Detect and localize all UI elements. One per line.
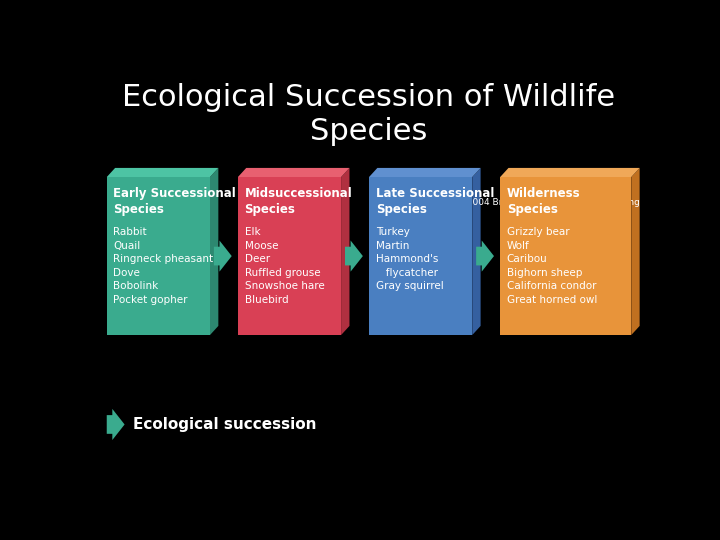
Text: Elk
Moose
Deer
Ruffled grouse
Snowshoe hare
Bluebird: Elk Moose Deer Ruffled grouse Snowshoe h… bbox=[245, 227, 324, 305]
Polygon shape bbox=[238, 168, 349, 177]
Polygon shape bbox=[476, 240, 494, 272]
FancyBboxPatch shape bbox=[369, 177, 472, 335]
FancyBboxPatch shape bbox=[238, 177, 341, 335]
Text: © 2004 Brooks/Cole – Thomson Learning: © 2004 Brooks/Cole – Thomson Learning bbox=[455, 198, 639, 206]
FancyBboxPatch shape bbox=[500, 177, 631, 335]
Polygon shape bbox=[210, 168, 218, 335]
Polygon shape bbox=[214, 240, 232, 272]
Text: Ecological Succession of Wildlife
Species: Ecological Succession of Wildlife Specie… bbox=[122, 83, 616, 146]
Polygon shape bbox=[369, 168, 481, 177]
Text: Grizzly bear
Wolf
Caribou
Bighorn sheep
California condor
Great horned owl: Grizzly bear Wolf Caribou Bighorn sheep … bbox=[507, 227, 597, 305]
Polygon shape bbox=[107, 409, 125, 440]
Text: Midsuccessional
Species: Midsuccessional Species bbox=[245, 187, 352, 217]
Text: Wilderness
Species: Wilderness Species bbox=[507, 187, 580, 217]
Text: Ecological succession: Ecological succession bbox=[133, 417, 317, 432]
Polygon shape bbox=[341, 168, 349, 335]
Text: Early Successional
Species: Early Successional Species bbox=[114, 187, 236, 217]
Text: Turkey
Martin
Hammond's
   flycatcher
Gray squirrel: Turkey Martin Hammond's flycatcher Gray … bbox=[376, 227, 444, 292]
Polygon shape bbox=[345, 240, 363, 272]
Polygon shape bbox=[107, 168, 218, 177]
FancyBboxPatch shape bbox=[107, 177, 210, 335]
Text: Late Successional
Species: Late Successional Species bbox=[376, 187, 494, 217]
Polygon shape bbox=[500, 168, 639, 177]
Text: Rabbit
Quail
Ringneck pheasant
Dove
Bobolink
Pocket gopher: Rabbit Quail Ringneck pheasant Dove Bobo… bbox=[114, 227, 214, 305]
Polygon shape bbox=[472, 168, 481, 335]
Polygon shape bbox=[631, 168, 639, 335]
